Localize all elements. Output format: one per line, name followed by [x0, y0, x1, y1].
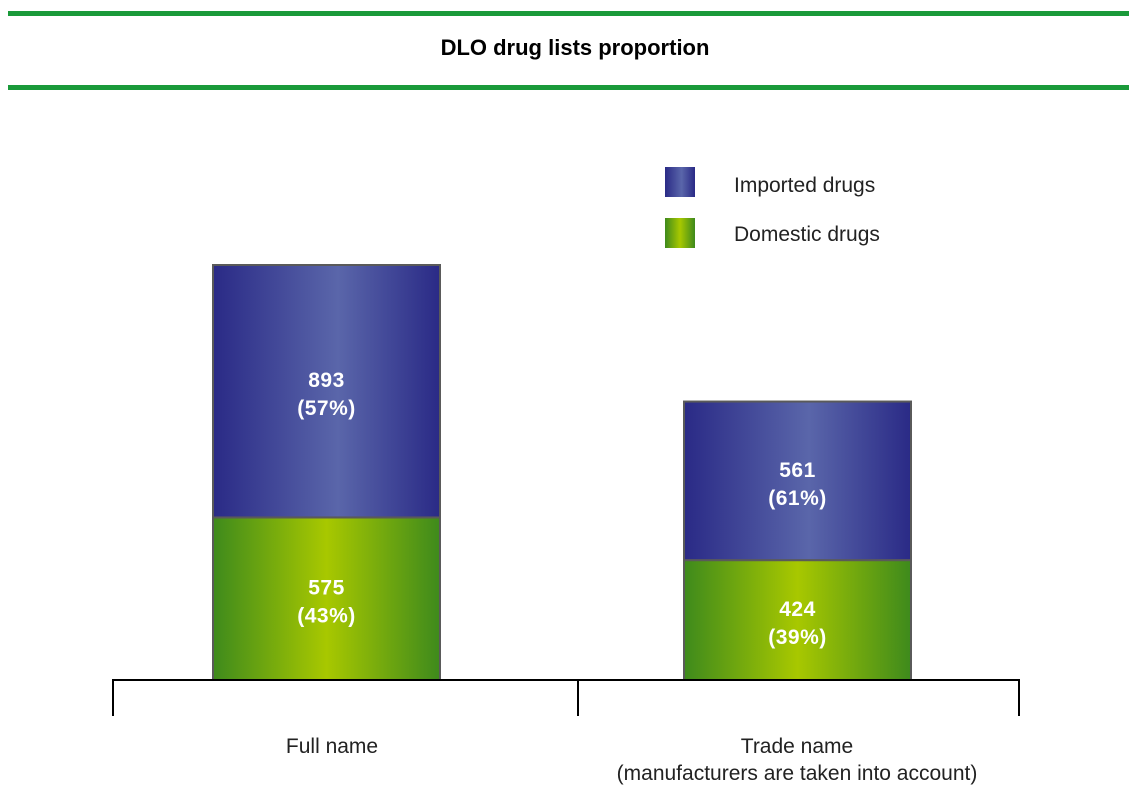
legend-swatch-domestic: [665, 218, 695, 248]
bar-percent-label-imported-1: (57%): [297, 397, 356, 420]
x-axis: [112, 679, 1020, 716]
title-rule-top: [8, 11, 1129, 16]
title-rule-bottom: [8, 85, 1129, 90]
bar-imported-2: [683, 400, 912, 562]
chart-title: DLO drug lists proportion: [441, 35, 710, 60]
category-label-trade-name: Trade name: [741, 735, 853, 758]
legend-label-domestic: Domestic drugs: [734, 223, 880, 246]
bar-percent-label-domestic-2: (39%): [768, 626, 827, 649]
category-label-full-name: Full name: [286, 735, 378, 758]
bar-imported-1: [212, 264, 441, 519]
bar-domestic-1: [212, 516, 441, 681]
legend-swatch-imported: [665, 167, 695, 197]
legend-label-imported: Imported drugs: [734, 174, 875, 197]
bar-value-label-domestic-2: 424: [779, 598, 816, 621]
bar-value-label-domestic-1: 575: [308, 577, 345, 600]
bar-value-label-imported-2: 561: [779, 459, 816, 482]
bar-value-label-imported-1: 893: [308, 369, 345, 392]
bars-group: 575 (43%) 893 (57%) 424 (39%) 561 (61%): [212, 264, 912, 681]
bar-percent-label-domestic-1: (43%): [297, 605, 356, 628]
category-label-trade-name-note: (manufacturers are taken into account): [617, 762, 978, 785]
bar-percent-label-imported-2: (61%): [768, 487, 827, 510]
